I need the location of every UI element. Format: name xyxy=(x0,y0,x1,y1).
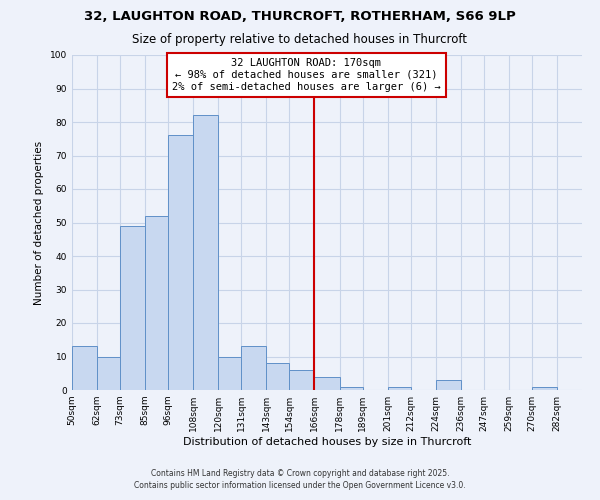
X-axis label: Distribution of detached houses by size in Thurcroft: Distribution of detached houses by size … xyxy=(183,437,471,447)
Bar xyxy=(97,356,120,390)
Bar xyxy=(266,363,289,390)
Bar xyxy=(436,380,461,390)
Bar xyxy=(193,116,218,390)
Bar xyxy=(218,356,241,390)
Text: Size of property relative to detached houses in Thurcroft: Size of property relative to detached ho… xyxy=(133,32,467,46)
Bar xyxy=(388,386,410,390)
Bar xyxy=(241,346,266,390)
Bar xyxy=(532,386,557,390)
Text: Contains HM Land Registry data © Crown copyright and database right 2025.
Contai: Contains HM Land Registry data © Crown c… xyxy=(134,468,466,490)
Bar xyxy=(289,370,314,390)
Bar xyxy=(340,386,362,390)
Text: 32 LAUGHTON ROAD: 170sqm
← 98% of detached houses are smaller (321)
2% of semi-d: 32 LAUGHTON ROAD: 170sqm ← 98% of detach… xyxy=(172,58,440,92)
Bar xyxy=(314,376,340,390)
Bar xyxy=(120,226,145,390)
Text: 32, LAUGHTON ROAD, THURCROFT, ROTHERHAM, S66 9LP: 32, LAUGHTON ROAD, THURCROFT, ROTHERHAM,… xyxy=(84,10,516,23)
Bar xyxy=(72,346,97,390)
Bar xyxy=(168,136,193,390)
Bar xyxy=(145,216,168,390)
Y-axis label: Number of detached properties: Number of detached properties xyxy=(34,140,44,304)
